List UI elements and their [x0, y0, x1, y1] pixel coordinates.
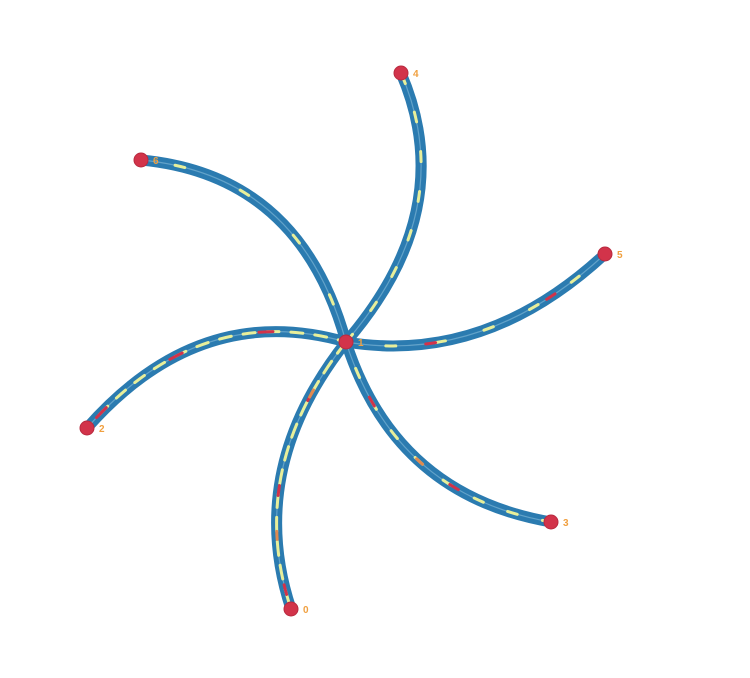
edge-line-1-0 — [271, 336, 352, 615]
node-circle-1[interactable] — [338, 334, 354, 350]
node-label-4: 4 — [413, 69, 419, 80]
edge-flow-1-2-0 — [85, 330, 348, 430]
node-1[interactable]: 1 — [338, 334, 364, 350]
edge-flow-1-6-0 — [139, 158, 348, 344]
node-circle-6[interactable] — [133, 152, 149, 168]
edge-1-0 — [271, 336, 352, 615]
node-circle-5[interactable] — [597, 246, 613, 262]
node-circle-4[interactable] — [393, 65, 409, 81]
edge-flow-1-3-1 — [344, 340, 553, 524]
edge-1-6 — [135, 154, 352, 348]
edge-flow-1-0-1 — [275, 340, 348, 611]
edge-1-4 — [340, 67, 427, 348]
edge-flow-1-0-0 — [275, 340, 348, 611]
edge-1-5 — [340, 248, 611, 352]
node-6[interactable]: 6 — [133, 152, 159, 168]
edge-flow-1-3-2 — [344, 340, 553, 524]
node-circle-2[interactable] — [79, 420, 95, 436]
edge-highlight-1-0 — [276, 341, 347, 610]
edge-line-1-6 — [135, 154, 352, 348]
node-label-6: 6 — [153, 156, 159, 167]
node-5[interactable]: 5 — [597, 246, 623, 262]
node-circle-3[interactable] — [543, 514, 559, 530]
edge-line-1-4 — [340, 67, 427, 348]
node-label-5: 5 — [617, 250, 623, 261]
node-label-2: 2 — [99, 424, 105, 435]
node-4[interactable]: 4 — [393, 65, 419, 81]
node-3[interactable]: 3 — [543, 514, 569, 530]
nodes-layer: 0 1 2 3 4 5 6 — [79, 65, 623, 617]
node-label-1: 1 — [358, 338, 364, 349]
edge-flow-1-5-0 — [344, 252, 607, 348]
edge-1-3 — [340, 336, 557, 528]
node-2[interactable]: 2 — [79, 420, 105, 436]
node-0[interactable]: 0 — [283, 601, 309, 617]
edge-highlight-1-3 — [345, 341, 552, 523]
edge-line-1-5 — [340, 248, 611, 352]
edge-line-1-3 — [340, 336, 557, 528]
node-label-3: 3 — [563, 518, 569, 529]
edge-1-2 — [81, 326, 352, 434]
edge-flow-1-0-2 — [275, 340, 348, 611]
edge-flow-1-4-0 — [344, 71, 423, 344]
edges-layer — [81, 67, 611, 615]
edge-flow-1-3-0 — [344, 340, 553, 524]
node-circle-0[interactable] — [283, 601, 299, 617]
node-label-0: 0 — [303, 605, 309, 616]
